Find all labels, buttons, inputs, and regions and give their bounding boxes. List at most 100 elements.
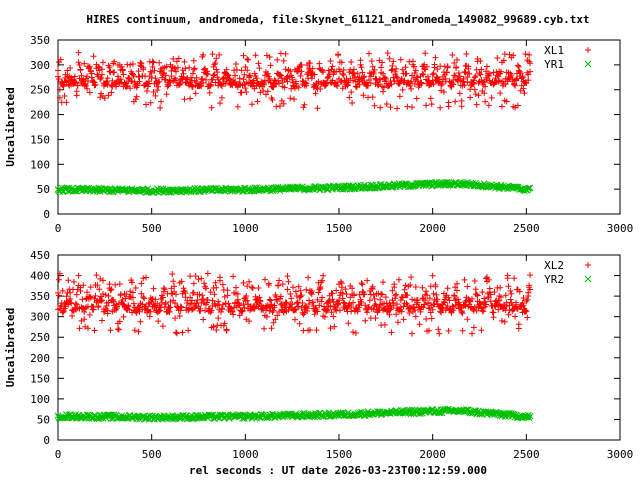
data-point-xl1 (311, 71, 318, 78)
data-point-xl1 (188, 74, 195, 81)
data-point-xl2 (270, 319, 277, 326)
data-point-xl1 (384, 50, 391, 57)
y-tick-label: 350 (30, 34, 50, 47)
data-point-xl2 (333, 287, 340, 294)
data-point-xl2 (464, 316, 471, 323)
data-point-xl2 (519, 300, 526, 307)
data-point-xl1 (206, 89, 213, 96)
data-point-xl2 (357, 298, 364, 305)
data-point-xl1 (289, 74, 296, 81)
data-point-xl1 (360, 92, 367, 99)
data-point-xl1 (380, 88, 387, 95)
data-point-xl2 (292, 288, 299, 295)
data-point-xl1 (261, 80, 268, 87)
data-point-xl2 (375, 290, 382, 297)
data-point-xl2 (240, 301, 247, 308)
data-point-xl1 (430, 81, 437, 88)
data-point-xl1 (163, 91, 170, 98)
data-point-xl2 (419, 284, 426, 291)
data-point-xl2 (246, 278, 253, 285)
data-point-xl2 (315, 279, 322, 286)
data-point-xl1 (211, 61, 218, 68)
data-point-xl2 (116, 281, 123, 288)
data-point-xl2 (316, 302, 323, 309)
data-point-xl1 (241, 71, 248, 78)
data-point-xl1 (282, 50, 289, 57)
data-point-xl2 (284, 273, 291, 280)
data-point-xl1 (414, 74, 421, 81)
data-point-xl2 (380, 279, 387, 286)
data-point-xl1 (152, 75, 159, 82)
data-point-xl2 (377, 296, 384, 303)
data-point-xl1 (108, 82, 115, 89)
data-point-xl2 (337, 278, 344, 285)
data-point-xl2 (105, 292, 112, 299)
data-point-xl1 (187, 95, 194, 102)
x-tick-label: 1500 (326, 448, 353, 461)
legend-label-xl2: XL2 (544, 259, 564, 272)
data-point-xl2 (107, 287, 114, 294)
data-point-xl1 (281, 84, 288, 91)
data-point-xl2 (123, 291, 130, 298)
data-point-xl1 (377, 76, 384, 83)
data-point-xl2 (527, 286, 534, 293)
data-point-xl1 (238, 67, 245, 74)
y-axis-label: Uncalibrated (4, 87, 17, 166)
data-point-xl1 (300, 104, 307, 111)
data-point-xl1 (78, 72, 85, 79)
data-point-xl1 (465, 63, 472, 70)
data-point-xl2 (211, 291, 218, 298)
data-point-xl1 (163, 63, 170, 70)
data-point-xl2 (135, 328, 142, 335)
legend-marker-yr2 (584, 275, 592, 283)
y-tick-label: 350 (30, 290, 50, 303)
data-point-xl2 (257, 298, 264, 305)
data-point-xl2 (63, 293, 70, 300)
data-point-xl2 (198, 299, 205, 306)
data-point-xl1 (92, 81, 99, 88)
data-point-xl1 (71, 73, 78, 80)
data-point-xl1 (365, 76, 372, 83)
data-point-xl1 (430, 70, 437, 77)
data-point-xl1 (455, 70, 462, 77)
data-point-xl1 (209, 76, 216, 83)
data-point-xl2 (478, 327, 485, 334)
data-point-xl1 (264, 70, 271, 77)
data-point-xl2 (79, 296, 86, 303)
data-point-xl1 (301, 101, 308, 108)
data-point-xl2 (208, 307, 215, 314)
data-point-xl2 (409, 296, 416, 303)
data-point-xl2 (256, 294, 263, 301)
data-point-xl1 (101, 95, 108, 102)
data-point-xl1 (242, 85, 249, 92)
data-point-xl2 (72, 300, 79, 307)
data-point-xl2 (498, 317, 505, 324)
data-point-xl2 (422, 297, 429, 304)
data-point-xl2 (339, 290, 346, 297)
data-point-xl1 (208, 104, 215, 111)
y-tick-label: 100 (30, 158, 50, 171)
data-point-xl2 (373, 303, 380, 310)
data-point-xl2 (140, 275, 147, 282)
data-point-xl2 (335, 300, 342, 307)
data-point-xl2 (266, 296, 273, 303)
data-point-xl2 (424, 300, 431, 307)
data-point-xl1 (213, 66, 220, 73)
data-point-xl1 (244, 67, 251, 74)
data-point-xl2 (91, 327, 98, 334)
data-point-xl2 (458, 309, 465, 316)
data-point-xl1 (75, 49, 82, 56)
data-point-xl1 (232, 72, 239, 79)
data-point-xl1 (118, 63, 125, 70)
data-point-xl2 (67, 295, 74, 302)
data-point-xl1 (438, 82, 445, 89)
data-point-xl2 (359, 281, 366, 288)
data-point-xl1 (86, 89, 93, 96)
data-point-xl1 (162, 72, 169, 79)
data-point-xl1 (108, 89, 115, 96)
data-point-xl1 (482, 83, 489, 90)
data-point-xl2 (84, 325, 91, 332)
data-point-xl2 (426, 295, 433, 302)
data-point-xl2 (512, 313, 519, 320)
data-point-xl1 (458, 97, 465, 104)
